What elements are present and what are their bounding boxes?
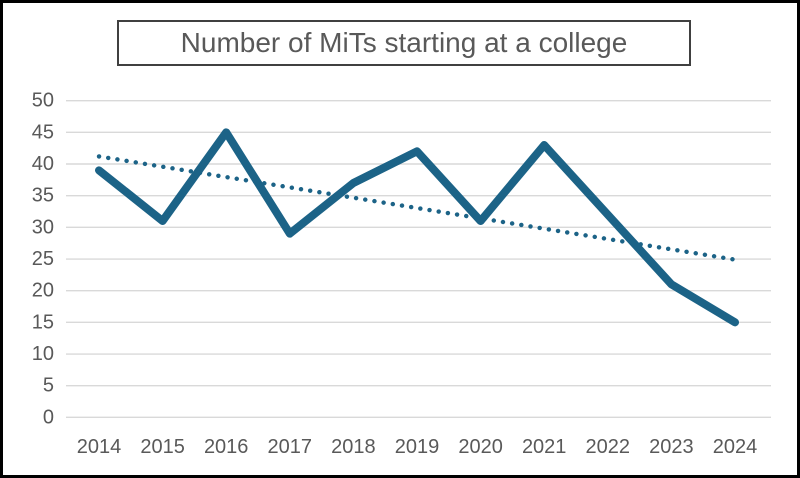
- y-tick-label: 15: [32, 311, 54, 333]
- x-tick-label: 2020: [458, 436, 503, 458]
- data-line-group: [95, 128, 739, 327]
- chart-title-box: Number of MiTs starting at a college: [117, 20, 691, 66]
- y-tick-label: 0: [43, 406, 54, 428]
- x-tick-label: 2014: [77, 436, 122, 458]
- chart-title: Number of MiTs starting at a college: [180, 27, 628, 58]
- x-tick-label: 2023: [649, 436, 694, 458]
- gridlines: [66, 99, 771, 419]
- y-tick-label: 45: [32, 121, 54, 143]
- y-tick-label: 25: [32, 248, 54, 270]
- y-tick-label: 40: [32, 153, 54, 175]
- x-axis-labels: 2014 2015 2016 2017 2018 2019 2020 2021 2022 2023…: [77, 436, 758, 458]
- y-tick-label: 5: [43, 375, 54, 397]
- x-tick-label: 2021: [522, 436, 567, 458]
- data-line: [95, 128, 739, 327]
- x-tick-label: 2017: [268, 436, 313, 458]
- y-tick-label: 20: [32, 280, 54, 302]
- x-tick-label: 2018: [331, 436, 376, 458]
- y-axis-labels: 0 5 10 15 20 25 30 35 40 45 50: [32, 90, 54, 429]
- y-tick-label: 50: [32, 90, 54, 112]
- y-tick-label: 30: [32, 216, 54, 238]
- x-tick-label: 2024: [713, 436, 758, 458]
- x-tick-label: 2019: [395, 436, 440, 458]
- x-tick-label: 2015: [140, 436, 185, 458]
- y-tick-label: 35: [32, 185, 54, 207]
- y-tick-label: 10: [32, 343, 54, 365]
- x-tick-label: 2022: [586, 436, 631, 458]
- x-tick-label: 2016: [204, 436, 249, 458]
